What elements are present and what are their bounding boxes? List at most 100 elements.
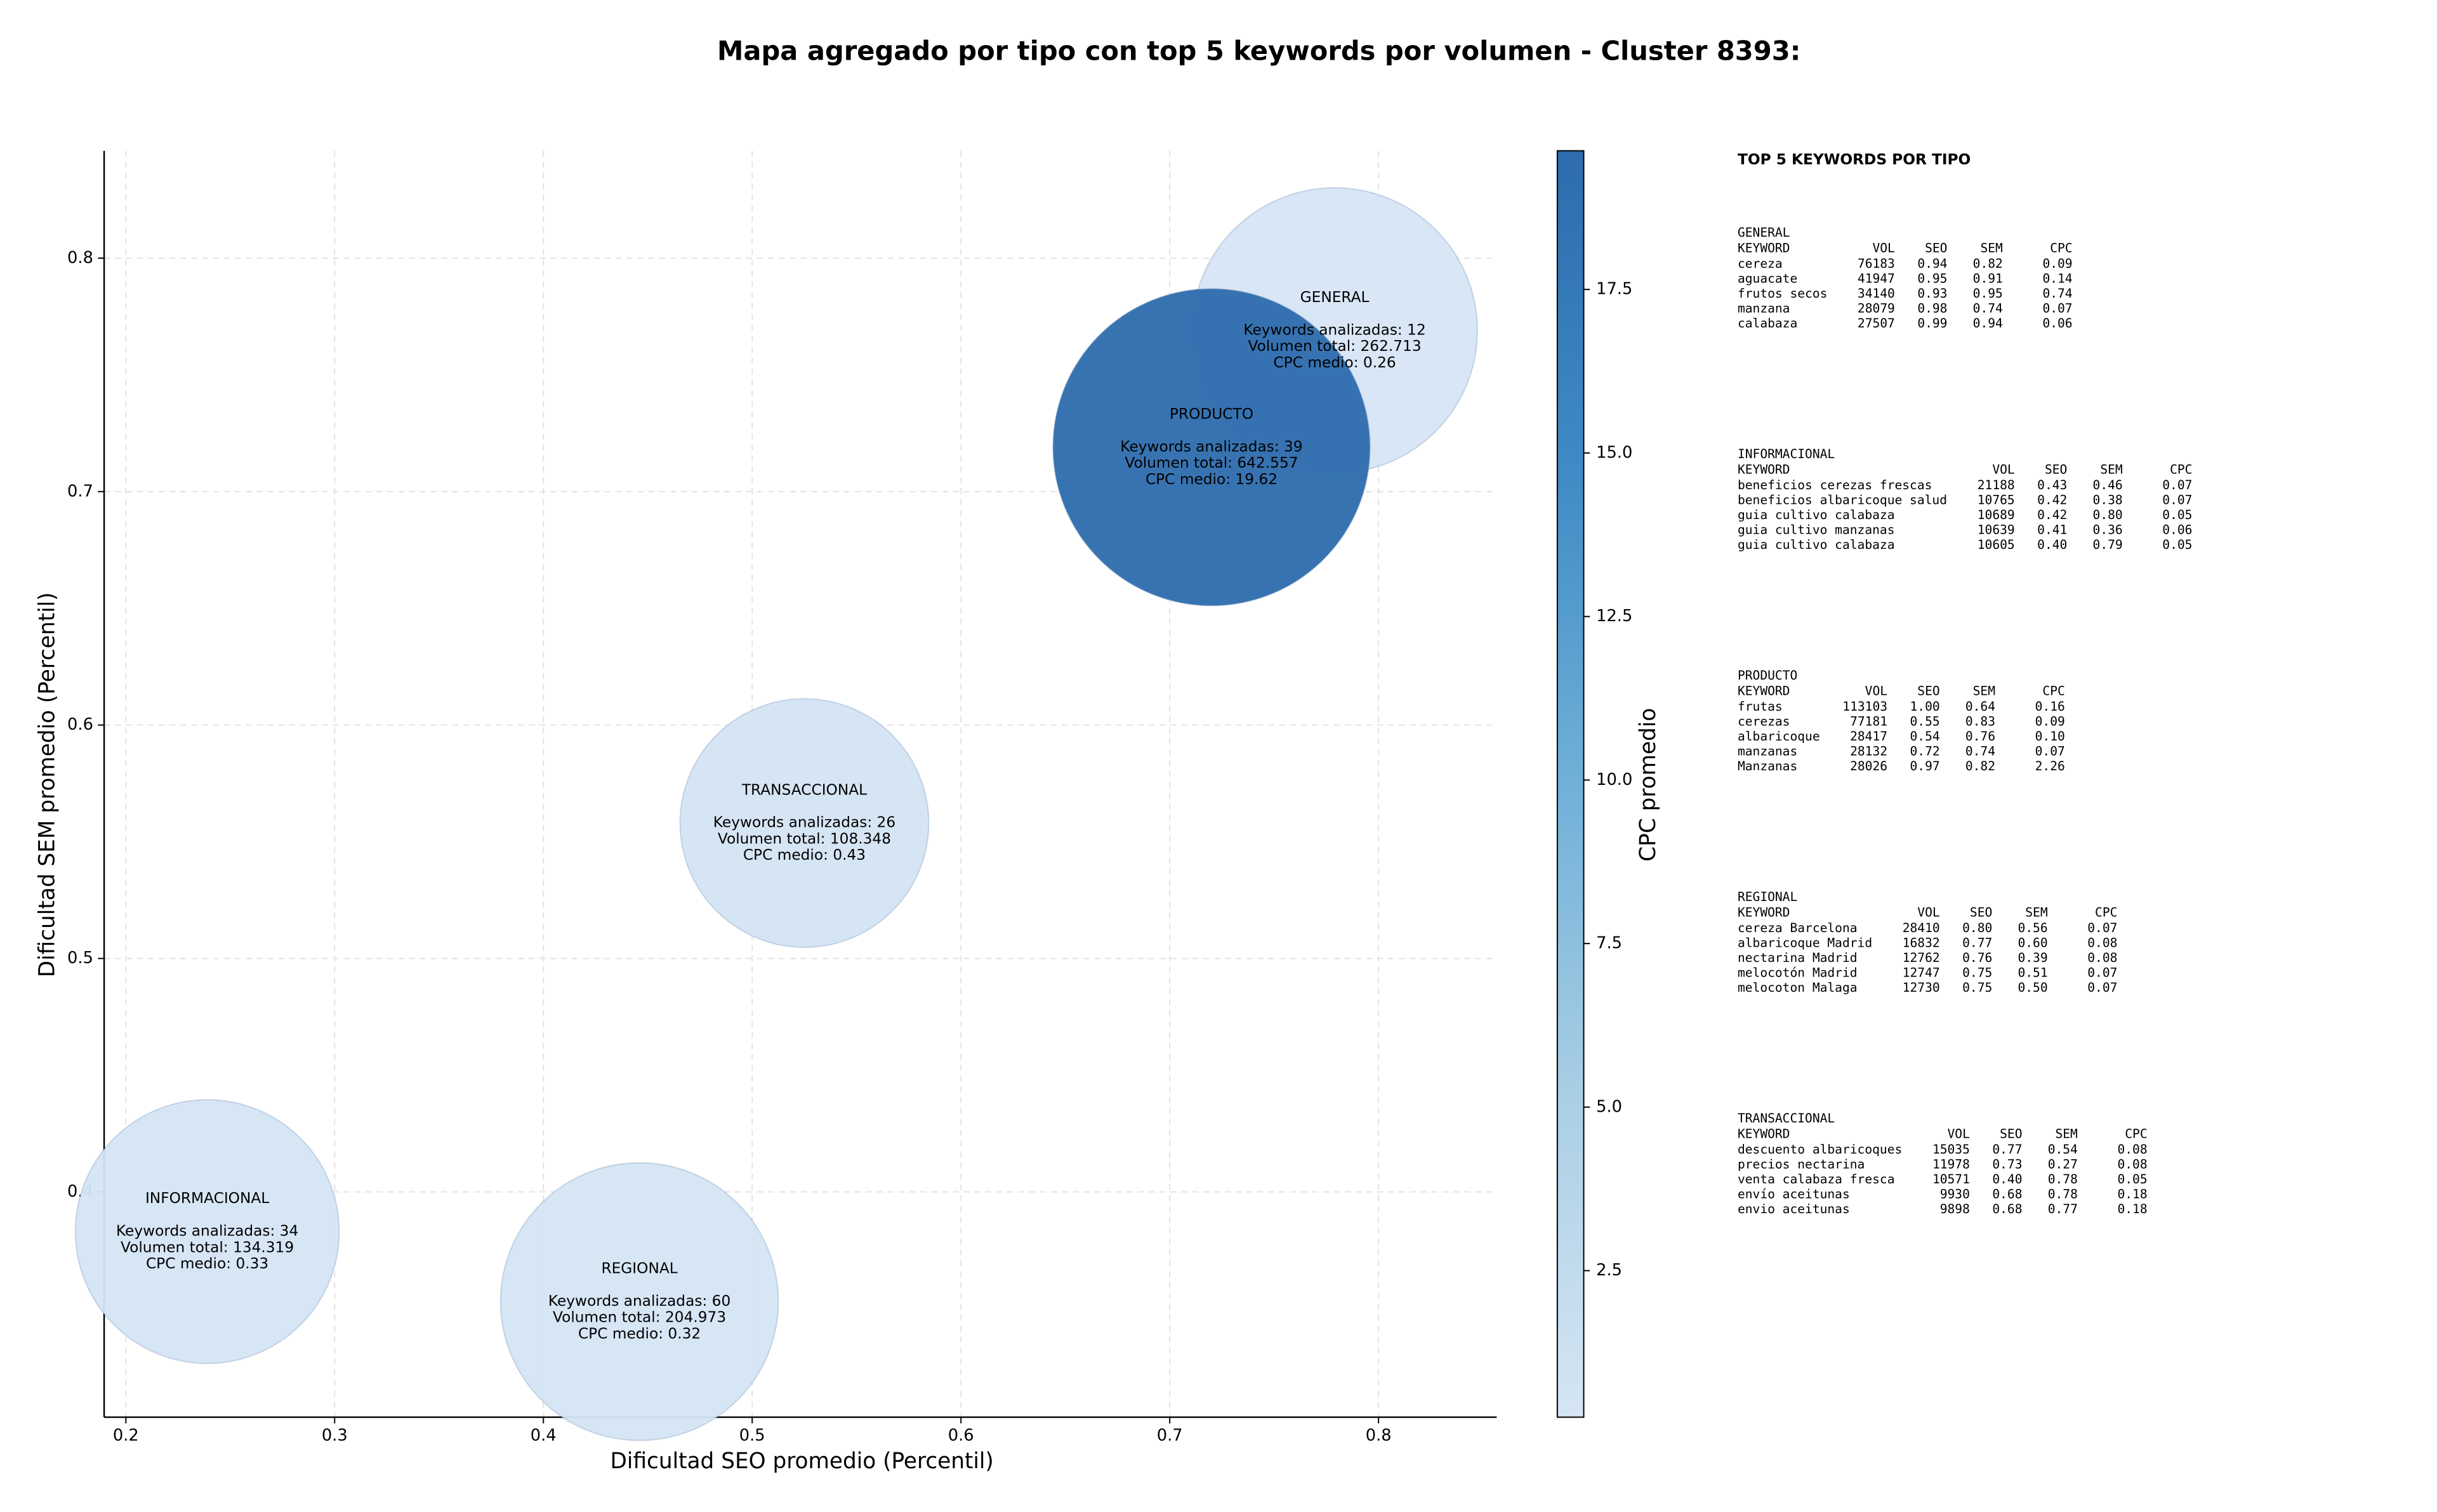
- table-cell: 0.08: [2117, 1142, 2147, 1157]
- table-header: CPC: [2170, 462, 2192, 477]
- table-header: SEM: [2100, 462, 2122, 477]
- table-cell: 0.40: [1992, 1172, 2022, 1187]
- table-header: CPC: [2095, 905, 2117, 919]
- y-tick-label: 0.7: [67, 482, 93, 501]
- colorbar: [1556, 150, 1585, 1418]
- table-cell: 0.41: [2037, 522, 2067, 537]
- table-cell: 0.06: [2042, 316, 2072, 331]
- table-cell: 0.94: [1917, 256, 1947, 271]
- table-cell: 10689: [1978, 508, 2015, 522]
- table-cell: 0.39: [2018, 950, 2047, 965]
- table-cell: 0.42: [2037, 492, 2067, 507]
- table-cell: guia cultivo calabaza: [1738, 508, 1895, 522]
- table-name: REGIONAL: [1738, 890, 1797, 904]
- table-cell: 0.82: [1965, 759, 1995, 773]
- table-cell: Manzanas: [1738, 759, 1797, 773]
- tables-title: TOP 5 KEYWORDS POR TIPO: [1738, 151, 1971, 168]
- table-cell: 0.68: [1992, 1187, 2022, 1201]
- table-cell: 21188: [1978, 478, 2015, 492]
- bubble: [1052, 288, 1371, 607]
- table-header: SEM: [1973, 683, 1995, 698]
- table-cell: 0.94: [1973, 316, 2003, 331]
- table-header: VOL: [1917, 905, 1939, 919]
- table-cell: 0.55: [1910, 714, 1940, 728]
- x-tick-label: 0.8: [1366, 1426, 1392, 1445]
- bubble-annotation: CPC medio: 0.26: [1273, 354, 1396, 371]
- table-cell: 0.95: [1917, 271, 1947, 286]
- x-tick-label: 0.6: [948, 1426, 974, 1445]
- table-header: SEO: [1970, 905, 1992, 919]
- bubble-annotation: Keywords analizadas: 12: [1243, 321, 1425, 338]
- table-cell: 0.60: [2018, 935, 2047, 950]
- table-cell: 0.07: [2162, 492, 2192, 507]
- table-cell: manzanas: [1738, 744, 1797, 758]
- table-cell: envío aceitunas: [1738, 1187, 1850, 1201]
- bubble-annotation: Volumen total: 134.319: [121, 1239, 294, 1256]
- table-cell: 0.80: [1962, 921, 1992, 935]
- chart-title: Mapa agregado por tipo con top 5 keyword…: [717, 35, 1800, 66]
- table-header: SEM: [2025, 905, 2047, 919]
- table-cell: 0.08: [2087, 950, 2117, 965]
- table-cell: 0.50: [2018, 980, 2047, 995]
- table-cell: 77181: [1850, 714, 1887, 728]
- table-cell: 12730: [1903, 980, 1940, 995]
- bubble-annotation: Keywords analizadas: 60: [548, 1292, 730, 1310]
- table-cell: 0.38: [2093, 492, 2123, 507]
- table-header: KEYWORD: [1738, 683, 1790, 698]
- colorbar-tick-label: 10.0: [1596, 770, 1632, 789]
- table-header: VOL: [1872, 240, 1894, 255]
- table-cell: nectarina Madrid: [1738, 950, 1858, 965]
- table-cell: 0.76: [1965, 729, 1995, 744]
- table-cell: 113103: [1842, 699, 1887, 714]
- table-cell: 0.78: [2048, 1172, 2078, 1187]
- bubble-annotation: Volumen total: 204.973: [553, 1309, 726, 1326]
- table-cell: 0.36: [2093, 522, 2123, 537]
- table-cell: 28132: [1850, 744, 1887, 758]
- table-cell: 0.42: [2037, 508, 2067, 522]
- table-cell: 10605: [1978, 537, 2015, 552]
- table-name: PRODUCTO: [1738, 668, 1797, 683]
- colorbar-tick-label: 15.0: [1596, 443, 1632, 462]
- bubble: [74, 1099, 340, 1364]
- table-cell: 0.51: [2018, 965, 2047, 980]
- bubble-annotation: Keywords analizadas: 34: [116, 1223, 298, 1240]
- table-cell: 0.83: [1965, 714, 1995, 728]
- table-header: KEYWORD: [1738, 462, 1790, 477]
- table-cell: frutas: [1738, 699, 1783, 714]
- table-cell: 0.78: [2048, 1187, 2078, 1201]
- bubble-annotation: Keywords analizadas: 26: [713, 814, 895, 831]
- table-cell: 12747: [1903, 965, 1940, 980]
- table-cell: cereza: [1738, 256, 1783, 271]
- x-tick-label: 0.2: [113, 1426, 139, 1445]
- table-cell: 0.10: [2035, 729, 2065, 744]
- table-cell: 0.80: [2093, 508, 2123, 522]
- table-cell: 0.77: [1992, 1142, 2022, 1157]
- table-cell: venta calabaza fresca: [1738, 1172, 1895, 1187]
- table-cell: 0.18: [2117, 1187, 2147, 1201]
- table-cell: 12762: [1903, 950, 1940, 965]
- bubble-annotation: Keywords analizadas: 39: [1120, 438, 1302, 455]
- table-name: TRANSACCIONAL: [1738, 1111, 1835, 1126]
- table-cell: 0.76: [1962, 950, 1992, 965]
- bubble-annotation: Volumen total: 262.713: [1248, 338, 1422, 355]
- colorbar-label: CPC promedio: [1635, 708, 1661, 862]
- table-cell: 0.40: [2037, 537, 2067, 552]
- table-header: VOL: [1992, 462, 2014, 477]
- colorbar-tick-label: 12.5: [1596, 607, 1632, 626]
- bubble-annotation: CPC medio: 0.43: [743, 846, 866, 864]
- table-cell: guia cultivo calabaza: [1738, 537, 1895, 552]
- table-cell: 0.74: [1973, 301, 2003, 315]
- table-cell: 0.05: [2162, 508, 2192, 522]
- table-cell: 0.07: [2087, 965, 2117, 980]
- table-cell: 2.26: [2035, 759, 2065, 773]
- table-cell: 10571: [1932, 1172, 1970, 1187]
- x-tick-label: 0.4: [531, 1426, 557, 1445]
- table-cell: 0.07: [2087, 921, 2117, 935]
- table-cell: 0.05: [2117, 1172, 2147, 1187]
- y-tick-label: 0.6: [67, 715, 93, 734]
- table-header: SEO: [1925, 240, 1947, 255]
- bubble-annotation: CPC medio: 19.62: [1146, 471, 1278, 488]
- table-cell: 9930: [1940, 1187, 1970, 1201]
- table-cell: 0.54: [2048, 1142, 2078, 1157]
